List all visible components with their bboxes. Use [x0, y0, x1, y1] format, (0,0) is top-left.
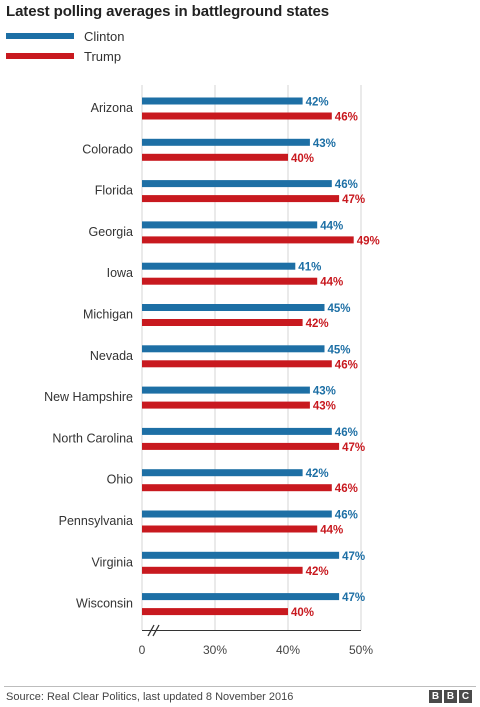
data-label-trump: 43% [313, 401, 336, 413]
legend-label-trump: Trump [84, 48, 122, 64]
bar-trump [142, 360, 332, 368]
category-label: Georgia [89, 225, 134, 239]
source-note: Source: Real Clear Politics, last update… [6, 691, 294, 703]
data-label-clinton: 42% [306, 97, 329, 109]
data-label-trump: 46% [335, 359, 358, 371]
data-label-clinton: 46% [335, 510, 358, 522]
category-label: Pennsylvania [59, 514, 133, 528]
x-tick-label: 30% [203, 643, 227, 657]
category-label: North Carolina [52, 431, 133, 445]
data-label-trump: 44% [320, 277, 343, 289]
data-label-clinton: 47% [342, 592, 365, 604]
data-label-trump: 47% [342, 194, 365, 206]
bar-clinton [142, 345, 325, 353]
category-label: Arizona [91, 101, 133, 115]
bar-chart: 0 30% 40% 50% Arizona 42% 46% Colorado 43% 40% Flo… [44, 85, 380, 657]
data-label-clinton: 43% [313, 386, 336, 398]
bar-trump [142, 236, 354, 244]
footer-divider [4, 686, 476, 687]
bar-trump [142, 319, 303, 326]
data-label-clinton: 46% [335, 179, 358, 191]
bar-clinton [142, 262, 296, 270]
bar-clinton [142, 551, 340, 559]
bar-clinton [142, 593, 340, 601]
bar-clinton [142, 180, 332, 188]
data-label-clinton: 43% [313, 138, 336, 150]
data-label-trump: 47% [342, 442, 365, 454]
bar-clinton [142, 304, 325, 311]
bbc-logo-letter: B [444, 690, 457, 703]
x-tick-label: 0 [139, 643, 146, 657]
bar-trump [142, 153, 288, 161]
bar-trump [142, 442, 340, 450]
bbc-logo: B B C [429, 690, 472, 703]
bar-trump [142, 401, 310, 409]
data-label-trump: 46% [335, 112, 358, 124]
bar-clinton [142, 469, 303, 477]
bar-clinton [142, 221, 318, 229]
legend: Clinton Trump [6, 26, 124, 66]
category-label: Florida [95, 184, 133, 198]
data-label-trump: 42% [306, 318, 329, 330]
legend-swatch-trump [6, 53, 74, 59]
category-label: Colorado [82, 142, 133, 156]
legend-swatch-clinton [6, 33, 74, 39]
bar-clinton [142, 386, 310, 394]
x-tick-label: 50% [349, 643, 373, 657]
data-label-trump: 40% [291, 607, 314, 619]
axis-break-mark [147, 624, 155, 637]
x-tick-label: 40% [276, 643, 300, 657]
axis-break-mark [152, 624, 160, 637]
data-label-trump: 49% [357, 235, 380, 247]
bar-clinton [142, 510, 332, 518]
bar-clinton [142, 97, 303, 105]
data-label-trump: 44% [320, 525, 343, 537]
legend-item-trump: Trump [6, 46, 124, 66]
chart-title: Latest polling averages in battleground … [6, 3, 329, 20]
bar-clinton [142, 427, 332, 435]
category-label: Ohio [107, 473, 133, 487]
data-label-clinton: 42% [306, 468, 329, 480]
category-label: Michigan [83, 308, 133, 322]
category-label: Virginia [92, 555, 134, 569]
bar-trump [142, 566, 303, 574]
data-label-trump: 40% [291, 153, 314, 165]
bbc-logo-letter: C [459, 690, 472, 703]
bar-trump [142, 277, 318, 285]
bar-clinton [142, 138, 310, 146]
data-label-clinton: 41% [298, 262, 321, 274]
data-label-clinton: 45% [328, 303, 351, 315]
data-label-trump: 46% [335, 483, 358, 495]
data-label-trump: 42% [306, 566, 329, 578]
category-label: New Hampshire [44, 390, 133, 404]
bar-trump [142, 195, 340, 203]
category-label: Wisconsin [76, 597, 133, 611]
data-label-clinton: 45% [328, 344, 351, 356]
legend-label-clinton: Clinton [84, 28, 125, 44]
data-label-clinton: 47% [342, 551, 365, 563]
bar-trump [142, 608, 288, 616]
category-label: Nevada [90, 349, 133, 363]
bar-trump [142, 112, 332, 120]
legend-item-clinton: Clinton [6, 26, 124, 46]
bar-trump [142, 525, 318, 533]
data-label-clinton: 46% [335, 427, 358, 439]
data-label-clinton: 44% [320, 220, 343, 232]
bbc-logo-letter: B [429, 690, 442, 703]
category-label: Iowa [107, 266, 133, 280]
bar-trump [142, 484, 332, 492]
